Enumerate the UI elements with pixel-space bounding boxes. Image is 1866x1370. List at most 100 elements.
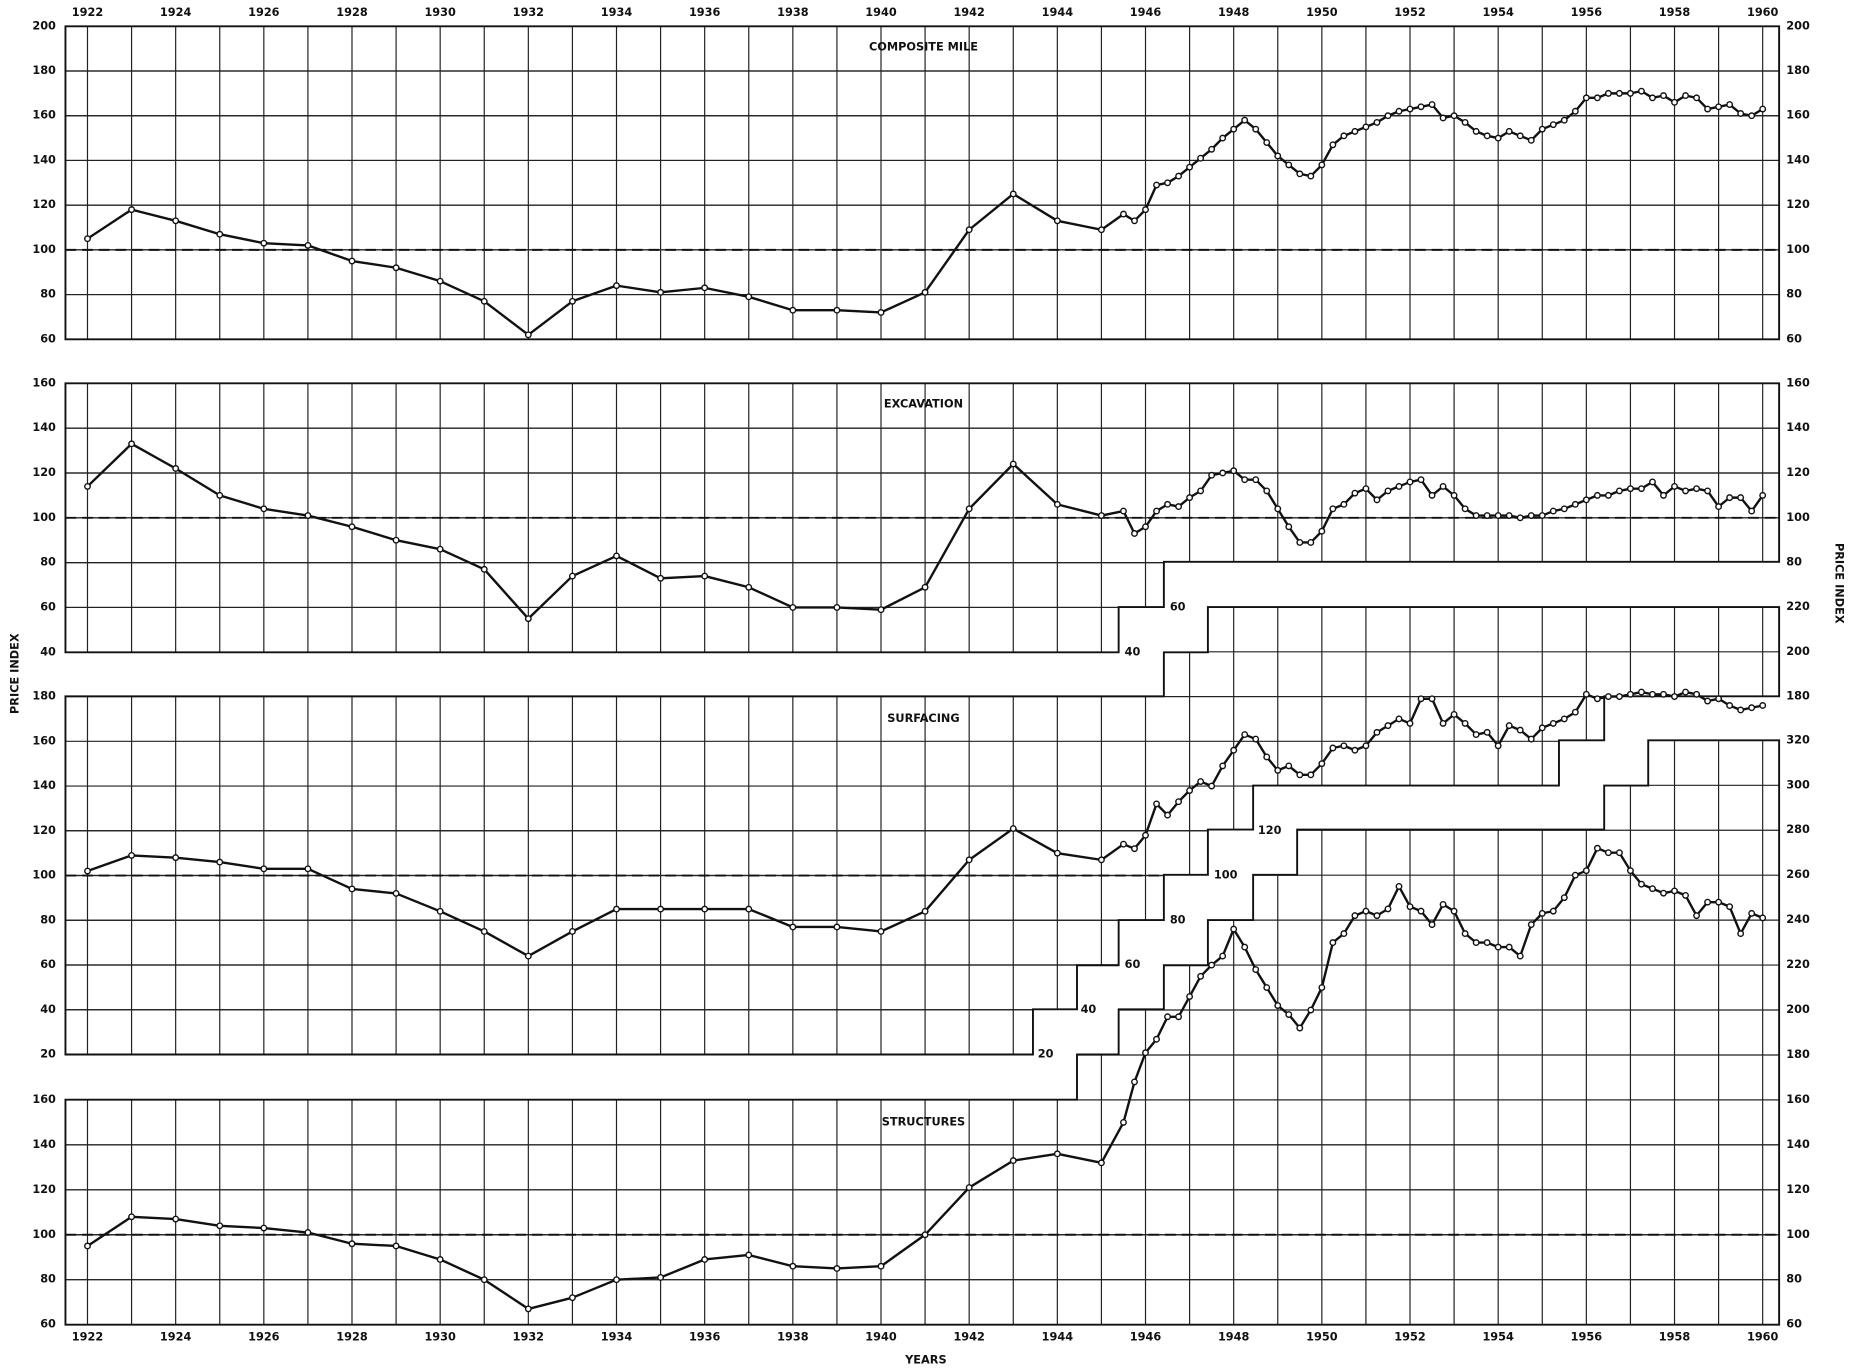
data-point xyxy=(1329,505,1337,513)
y-tick-label: 80 xyxy=(40,913,56,926)
y2-tick-label: 120 xyxy=(1786,198,1810,211)
y2-tick-label: 100 xyxy=(1786,1228,1810,1241)
data-point xyxy=(1682,92,1689,100)
data-point xyxy=(921,1231,929,1239)
data-point xyxy=(1164,811,1172,819)
data-point xyxy=(1097,1159,1105,1167)
x-tick-label: 1958 xyxy=(1659,1331,1691,1344)
data-point xyxy=(1351,912,1359,920)
data-point xyxy=(1483,132,1491,140)
data-point xyxy=(1604,849,1612,857)
data-point xyxy=(877,606,885,614)
data-point xyxy=(1704,898,1712,906)
data-point xyxy=(392,536,400,544)
data-point xyxy=(1197,972,1205,980)
data-point xyxy=(1053,217,1061,225)
y2-tick-label: 200 xyxy=(1786,645,1810,658)
data-point xyxy=(1693,485,1701,493)
data-point xyxy=(1373,118,1381,126)
data-point xyxy=(260,505,268,513)
data-point xyxy=(172,854,180,862)
y2-tick-label: 220 xyxy=(1786,958,1810,971)
data-point xyxy=(1748,704,1756,712)
data-point xyxy=(1186,787,1194,794)
data-point xyxy=(84,235,91,243)
data-point xyxy=(1296,1024,1304,1032)
panel-title: EXCAVATION xyxy=(884,398,963,411)
data-point xyxy=(1340,742,1348,750)
data-point xyxy=(1307,539,1315,546)
data-point xyxy=(1097,856,1105,864)
data-point xyxy=(1373,496,1381,504)
data-point xyxy=(1219,952,1227,960)
x-axis-label: YEARS xyxy=(904,1353,946,1366)
y2-tick-label: 320 xyxy=(1786,733,1810,746)
x-tick-label: 1922 xyxy=(72,1331,103,1344)
data-point xyxy=(1153,1035,1160,1043)
step-tick-label: 40 xyxy=(1125,645,1141,658)
data-point xyxy=(260,1224,268,1232)
data-point xyxy=(1307,172,1315,180)
data-point xyxy=(657,1274,665,1281)
x-tick-label: 1960 xyxy=(1747,6,1779,19)
y2-tick-label: 80 xyxy=(1786,288,1802,301)
y2-tick-label: 160 xyxy=(1786,376,1810,389)
data-point xyxy=(1571,107,1579,115)
data-point xyxy=(1351,127,1359,135)
data-point xyxy=(1318,161,1326,169)
data-point xyxy=(1208,471,1216,479)
data-point xyxy=(877,1262,885,1270)
data-point xyxy=(1197,487,1205,495)
data-point xyxy=(1571,500,1579,508)
data-point xyxy=(1759,105,1767,113)
data-point xyxy=(1406,719,1414,727)
data-point xyxy=(436,545,444,553)
data-point xyxy=(436,907,444,915)
y-tick-label: 140 xyxy=(32,421,56,434)
data-point xyxy=(128,440,136,448)
data-point xyxy=(1186,993,1194,1000)
data-point xyxy=(965,1184,973,1192)
data-point xyxy=(1494,943,1502,951)
data-point xyxy=(1241,476,1249,484)
data-point xyxy=(1219,762,1227,770)
data-point xyxy=(1560,894,1568,902)
x-tick-label: 1950 xyxy=(1306,6,1338,19)
data-point xyxy=(172,1215,180,1223)
data-point xyxy=(1549,907,1557,915)
data-point xyxy=(1395,882,1403,890)
y2-tick-label: 180 xyxy=(1786,1048,1810,1061)
data-point xyxy=(480,565,488,573)
data-point xyxy=(568,297,576,305)
data-point xyxy=(1428,491,1436,499)
data-point xyxy=(304,512,312,520)
data-point xyxy=(1682,688,1689,696)
y2-tick-label: 160 xyxy=(1786,1093,1810,1106)
data-point xyxy=(392,889,400,897)
y-tick-label: 180 xyxy=(32,64,56,77)
data-point xyxy=(1726,903,1734,911)
data-point xyxy=(1009,1157,1017,1165)
data-point xyxy=(965,856,973,864)
y2-tick-label: 200 xyxy=(1786,1003,1810,1016)
x-tick-label: 1958 xyxy=(1659,6,1691,19)
data-point xyxy=(1671,482,1678,490)
y2-tick-label: 120 xyxy=(1786,1183,1810,1196)
data-point xyxy=(1472,939,1480,947)
x-tick-label: 1932 xyxy=(513,1331,544,1344)
data-point xyxy=(1263,139,1271,147)
y-tick-label: 20 xyxy=(40,1048,56,1061)
data-point xyxy=(568,1294,576,1302)
data-point xyxy=(348,523,356,531)
data-point xyxy=(1538,125,1546,133)
data-point xyxy=(1252,966,1260,974)
data-point xyxy=(1649,94,1656,102)
data-point xyxy=(1715,695,1723,703)
data-point xyxy=(348,1240,356,1248)
data-point xyxy=(1384,722,1392,730)
data-point xyxy=(1737,706,1745,714)
x-tick-label: 1954 xyxy=(1482,6,1514,19)
step-tick-label: 100 xyxy=(1214,869,1238,882)
y2-tick-label: 80 xyxy=(1786,556,1802,569)
